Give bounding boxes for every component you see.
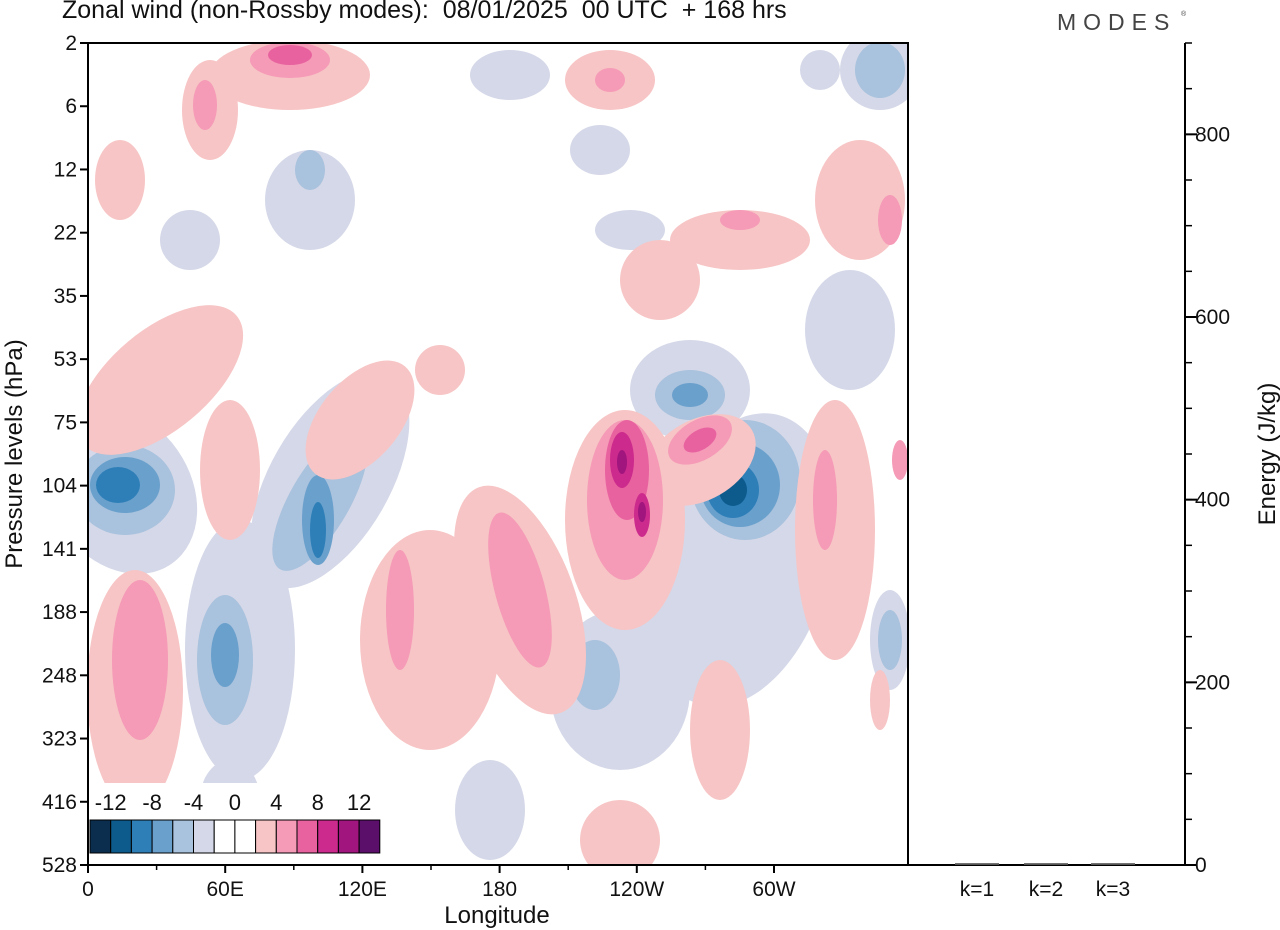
- colorbar-label: 4: [270, 790, 282, 815]
- colorbar-swatch: [213, 819, 236, 854]
- x-tick-label: 60W: [752, 878, 795, 901]
- colorbar-label: -8: [142, 790, 162, 815]
- colorbar-swatch: [358, 819, 381, 854]
- colorbar-swatch: [275, 819, 298, 854]
- colorbar-swatch: [110, 819, 132, 854]
- energy-tick-label: 0: [1195, 854, 1207, 877]
- x-axis-title: Longitude: [444, 902, 549, 929]
- colorbar-swatch: [193, 819, 215, 854]
- y-tick-label: 141: [42, 538, 77, 561]
- colorbar-label: -4: [184, 790, 204, 815]
- energy-bar: [1024, 863, 1068, 865]
- y-tick-label: 75: [54, 411, 77, 434]
- colorbar-label: 0: [229, 790, 241, 815]
- energy-tick-label: 200: [1195, 671, 1230, 694]
- colorbar-swatch: [172, 819, 195, 854]
- y-tick-label: 323: [42, 728, 77, 751]
- energy-axis-title: Energy (J/kg): [1254, 383, 1280, 526]
- y-tick-label: 248: [42, 664, 77, 687]
- y-tick-label: 35: [54, 285, 77, 308]
- x-tick-label: 180: [482, 878, 517, 901]
- modes-logo: MODES: [1057, 9, 1177, 35]
- energy-bars: k=1 k=2 k=3: [955, 863, 1135, 901]
- colorbar-swatch: [234, 819, 257, 854]
- colorbar-swatch: [317, 819, 339, 854]
- energy-tick-label: 800: [1195, 123, 1230, 146]
- colorbar-label: -12: [95, 790, 127, 815]
- y-tick-label: 188: [42, 601, 77, 624]
- colorbar-swatch: [296, 819, 319, 854]
- energy-category-label: k=1: [960, 878, 994, 901]
- y-tick-label: 416: [42, 791, 77, 814]
- registered-mark: ®: [1181, 11, 1187, 18]
- y-axis: 2 6 12 22 35 53 75 104 141 188 248 323 416 528: [42, 32, 88, 877]
- y-tick-label: 104: [42, 475, 77, 498]
- colorbar-label: 8: [312, 790, 324, 815]
- y-tick-label: 6: [65, 95, 77, 118]
- energy-category-label: k=2: [1029, 878, 1063, 901]
- energy-axis: 0 200 400 600 800: [1185, 42, 1230, 877]
- wind-field: [88, 43, 908, 865]
- y-tick-label: 528: [42, 854, 77, 877]
- colorbar-swatch: [89, 819, 112, 854]
- colorbar-swatch: [151, 819, 174, 854]
- x-tick-label: 0: [82, 878, 94, 901]
- energy-bar: [1091, 863, 1135, 865]
- x-tick-label: 60E: [207, 878, 244, 901]
- colorbar-label: 12: [347, 790, 371, 815]
- energy-bar: [955, 863, 999, 865]
- x-axis: 0 60E 120E 180 120W 60W: [82, 865, 796, 901]
- chart-title: Zonal wind (non-Rossby modes): 08/01/202…: [62, 0, 787, 24]
- colorbar-swatch: [337, 819, 360, 854]
- energy-tick-label: 400: [1195, 489, 1230, 512]
- colorbar-swatch: [130, 819, 153, 854]
- colorbar: -12 -8 -4 0 4 8 12: [86, 783, 384, 859]
- y-tick-label: 12: [54, 158, 77, 181]
- energy-category-label: k=3: [1096, 878, 1130, 901]
- y-tick-label: 2: [65, 32, 77, 55]
- colorbar-swatch: [255, 819, 277, 854]
- y-tick-label: 22: [54, 222, 77, 245]
- y-tick-label: 53: [54, 348, 77, 371]
- x-tick-label: 120E: [338, 878, 387, 901]
- x-tick-label: 120W: [609, 878, 664, 901]
- energy-tick-label: 600: [1195, 306, 1230, 329]
- y-axis-title: Pressure levels (hPa): [1, 339, 28, 568]
